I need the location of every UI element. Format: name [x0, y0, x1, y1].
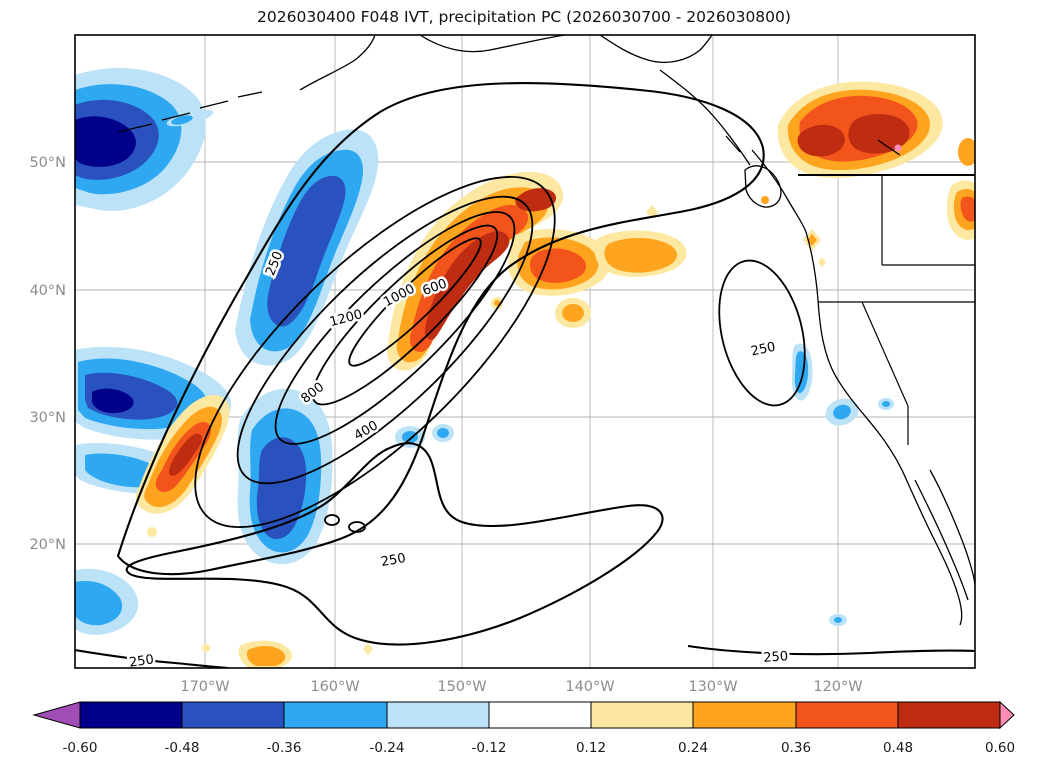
- contour-250-bottom-left: [75, 648, 229, 668]
- colorbar-segment: [897, 701, 1001, 729]
- colorbar-tick: -0.12: [472, 740, 507, 756]
- river-line: [877, 139, 901, 156]
- anomaly-blob: [246, 646, 286, 666]
- coastline-aleutians: [117, 91, 263, 133]
- contour-label: 250: [380, 551, 407, 570]
- anomaly-blob: [530, 248, 586, 283]
- colorbar-tick: 0.48: [883, 740, 913, 756]
- contour-400: [194, 176, 556, 528]
- coastline-mexico: [929, 469, 975, 586]
- coastline-alaska-se: [599, 35, 713, 64]
- contour-600: [236, 195, 534, 485]
- anomaly-blob: [169, 433, 202, 476]
- contour-1200: [348, 237, 482, 367]
- colorbar-segment: [386, 701, 490, 729]
- anomaly-blob: [494, 300, 500, 306]
- y-tick-label: 40°N: [29, 283, 66, 299]
- coastline-alaska-gulf: [419, 35, 566, 53]
- contour-label: 250: [750, 340, 777, 360]
- colorbar-under-arrow: [32, 701, 81, 729]
- x-tick-label: 120°W: [813, 679, 862, 695]
- anomaly-blob: [562, 304, 584, 322]
- x-tick-label: 140°W: [565, 679, 614, 695]
- anomaly-blob: [171, 115, 193, 125]
- y-tick-label: 50°N: [29, 155, 66, 171]
- colorbar-segment: [488, 701, 592, 729]
- anomaly-blob: [147, 527, 157, 537]
- anomaly-blob: [834, 617, 842, 623]
- coastline-baja: [901, 469, 963, 626]
- anomaly-blob: [958, 138, 975, 166]
- anomaly-blob: [960, 196, 975, 222]
- coastline-panhandle: [659, 69, 751, 166]
- y-tick-label: 20°N: [29, 537, 66, 553]
- colorbar-tick-labels: -0.60 -0.48 -0.36 -0.24 -0.12 0.12 0.24 …: [63, 740, 1016, 756]
- colorbar-segment: [79, 701, 183, 729]
- contour-250-bottom-right: [687, 644, 975, 656]
- contour-small-ring: [324, 514, 340, 526]
- colorbar-tick: -0.24: [370, 740, 405, 756]
- anomaly-blob: [267, 175, 346, 327]
- anomaly-blob: [818, 257, 826, 267]
- colorbar-tick: 0.24: [678, 740, 708, 756]
- coastlines: [117, 35, 975, 626]
- anomaly-blob: [882, 401, 890, 407]
- contour-1000: [311, 224, 499, 406]
- contour-250-south: [125, 442, 664, 646]
- anomaly-blob: [894, 144, 902, 152]
- x-tick-label: 170°W: [180, 679, 229, 695]
- colorbar-tick: -0.48: [165, 740, 200, 756]
- contour-250-california: [718, 259, 806, 407]
- colorbar-tick: -0.60: [63, 740, 98, 756]
- y-tick-label: 30°N: [29, 410, 66, 426]
- contour-250-outer: [116, 82, 765, 576]
- colorbar-over-arrow: [999, 700, 1015, 730]
- anomaly-blob: [402, 431, 418, 443]
- anomaly-blob: [761, 196, 769, 204]
- colorbar: -0.60 -0.48 -0.36 -0.24 -0.12 0.12 0.24 …: [32, 700, 1016, 756]
- colorbar-segment: [283, 701, 388, 729]
- map-area: 250 1200 1000 600 800 400 250 250 250 25…: [75, 35, 975, 670]
- x-tick-label: 130°W: [688, 679, 737, 695]
- anomaly-blob: [202, 644, 210, 652]
- x-axis-labels: 170°W 160°W 150°W 140°W 130°W 120°W: [180, 679, 862, 695]
- coastline-us-west: [805, 231, 903, 471]
- colorbar-segment: [181, 701, 285, 729]
- coastline-alaska: [299, 35, 376, 91]
- contour-label: 250: [763, 649, 789, 666]
- anomaly-blob: [797, 124, 845, 157]
- contour-label: 1200: [328, 307, 364, 330]
- y-axis-labels: 50°N 40°N 30°N 20°N: [29, 155, 66, 553]
- anomaly-blob: [604, 238, 677, 273]
- colorbar-segment: [692, 701, 797, 729]
- anomaly-blob: [91, 388, 134, 414]
- contour-label: 250: [128, 652, 155, 670]
- colorbar-segment: [590, 701, 694, 729]
- contour-small-ring: [348, 521, 366, 533]
- state-borders: [818, 175, 975, 445]
- chart-title: 2026030400 F048 IVT, precipitation PC (2…: [257, 8, 791, 26]
- anomaly-blob: [363, 643, 373, 655]
- anomaly-blob: [424, 231, 510, 340]
- colorbar-tick: 0.12: [576, 740, 606, 756]
- ivt-contours: [75, 82, 975, 668]
- contour-800: [274, 211, 516, 445]
- anomaly-blob: [437, 428, 449, 438]
- colorbar-tick: 0.60: [985, 740, 1015, 756]
- anomaly-blob: [75, 116, 136, 167]
- x-tick-label: 150°W: [437, 679, 486, 695]
- positive-anomaly-shading: [135, 81, 975, 668]
- plot-frame: [74, 34, 976, 669]
- anomaly-blob: [848, 114, 910, 154]
- colorbar-tick: 0.36: [781, 740, 811, 756]
- anomaly-blob: [75, 580, 123, 626]
- coastline-haida-gwaii: [725, 135, 741, 153]
- colorbar-segment: [795, 701, 899, 729]
- x-tick-label: 160°W: [310, 679, 359, 695]
- colorbar-tick: -0.36: [267, 740, 302, 756]
- anomaly-blob: [833, 404, 851, 420]
- coastline-gulf-california: [914, 479, 969, 601]
